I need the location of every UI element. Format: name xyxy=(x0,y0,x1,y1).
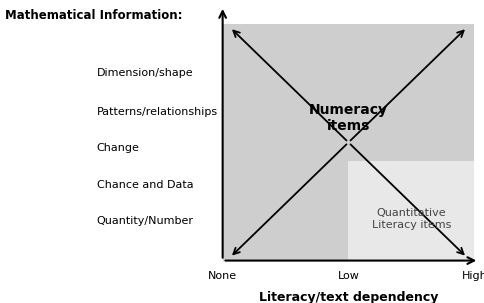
Bar xyxy=(223,24,474,261)
Text: Dimension/shape: Dimension/shape xyxy=(97,68,194,78)
Text: None: None xyxy=(208,271,237,281)
Bar xyxy=(348,161,474,261)
Text: Change: Change xyxy=(97,143,140,154)
Text: Chance and Data: Chance and Data xyxy=(97,180,194,190)
Text: Mathematical Information:: Mathematical Information: xyxy=(5,9,182,22)
Text: High: High xyxy=(461,271,484,281)
Text: Quantity/Number: Quantity/Number xyxy=(97,216,194,226)
Text: Quantitative
Literacy items: Quantitative Literacy items xyxy=(372,208,451,230)
Text: Patterns/relationships: Patterns/relationships xyxy=(97,107,218,117)
Text: Low: Low xyxy=(337,271,360,281)
Text: Literacy/text dependency: Literacy/text dependency xyxy=(259,291,438,303)
Text: Numeracy
items: Numeracy items xyxy=(309,103,388,133)
